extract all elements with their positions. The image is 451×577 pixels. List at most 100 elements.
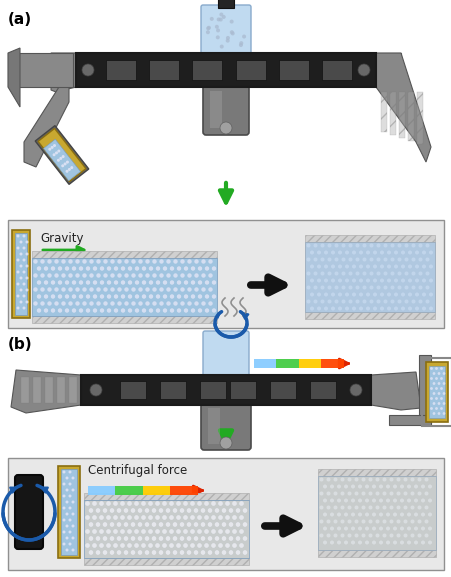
Circle shape — [193, 536, 198, 541]
Circle shape — [235, 550, 239, 554]
Circle shape — [110, 522, 114, 527]
Circle shape — [179, 536, 184, 541]
Circle shape — [382, 505, 386, 509]
Circle shape — [186, 550, 191, 554]
Circle shape — [429, 377, 432, 380]
Circle shape — [371, 541, 375, 545]
Circle shape — [166, 522, 170, 527]
Circle shape — [40, 273, 45, 278]
Circle shape — [124, 301, 129, 306]
Circle shape — [410, 257, 414, 261]
Circle shape — [396, 286, 400, 290]
Circle shape — [190, 267, 195, 271]
Circle shape — [228, 508, 233, 513]
Circle shape — [103, 301, 107, 306]
Circle shape — [194, 273, 198, 278]
Circle shape — [434, 367, 437, 370]
Circle shape — [124, 287, 129, 292]
Circle shape — [102, 550, 107, 554]
Circle shape — [194, 259, 198, 264]
Circle shape — [211, 529, 215, 534]
Circle shape — [410, 272, 414, 275]
Circle shape — [162, 515, 166, 520]
Circle shape — [204, 544, 208, 548]
Circle shape — [124, 550, 128, 554]
Circle shape — [23, 306, 25, 309]
Circle shape — [19, 301, 23, 304]
Circle shape — [347, 505, 351, 509]
Circle shape — [221, 536, 226, 541]
Circle shape — [102, 536, 107, 541]
Circle shape — [218, 501, 222, 505]
Circle shape — [134, 544, 138, 548]
Circle shape — [442, 402, 444, 405]
Circle shape — [65, 537, 69, 539]
Circle shape — [320, 243, 324, 248]
Circle shape — [368, 505, 372, 509]
Circle shape — [375, 519, 379, 523]
Circle shape — [207, 522, 212, 527]
Circle shape — [162, 280, 167, 284]
Circle shape — [162, 544, 166, 548]
Circle shape — [176, 544, 180, 548]
Circle shape — [215, 35, 219, 39]
Circle shape — [69, 470, 71, 474]
Circle shape — [207, 508, 212, 513]
Circle shape — [102, 522, 107, 527]
Bar — [8, 458, 443, 570]
Circle shape — [183, 544, 187, 548]
Circle shape — [120, 294, 125, 299]
Circle shape — [228, 508, 233, 513]
Circle shape — [23, 283, 25, 286]
Circle shape — [176, 501, 180, 505]
Circle shape — [382, 478, 386, 481]
Circle shape — [152, 273, 156, 278]
Circle shape — [322, 541, 326, 545]
Circle shape — [385, 512, 389, 516]
Circle shape — [400, 279, 404, 283]
Circle shape — [37, 267, 41, 271]
Circle shape — [322, 485, 326, 489]
Circle shape — [392, 485, 396, 489]
Circle shape — [396, 534, 400, 538]
Bar — [61, 469, 77, 555]
Circle shape — [396, 492, 400, 496]
Circle shape — [221, 550, 226, 554]
Circle shape — [138, 550, 142, 554]
Circle shape — [228, 536, 233, 541]
Circle shape — [309, 279, 313, 283]
Circle shape — [362, 243, 366, 248]
Circle shape — [330, 293, 334, 297]
Circle shape — [120, 501, 124, 505]
Circle shape — [361, 519, 365, 523]
Circle shape — [201, 301, 205, 306]
Circle shape — [406, 526, 410, 530]
Circle shape — [200, 536, 205, 541]
Circle shape — [429, 397, 432, 400]
Circle shape — [179, 550, 184, 554]
Circle shape — [368, 243, 373, 248]
Circle shape — [348, 299, 352, 304]
Circle shape — [110, 259, 115, 264]
Bar — [69, 377, 77, 403]
Circle shape — [75, 273, 79, 278]
Circle shape — [193, 522, 198, 527]
Circle shape — [190, 501, 194, 505]
Circle shape — [406, 541, 410, 545]
Circle shape — [428, 264, 432, 268]
Circle shape — [354, 519, 358, 523]
Circle shape — [348, 243, 352, 248]
Bar — [276, 359, 299, 368]
Circle shape — [420, 512, 424, 516]
Circle shape — [86, 267, 90, 271]
Circle shape — [420, 485, 424, 489]
Circle shape — [100, 267, 104, 271]
Circle shape — [124, 550, 128, 554]
Circle shape — [144, 550, 149, 554]
Circle shape — [156, 280, 160, 284]
Circle shape — [242, 508, 247, 513]
Bar — [304, 242, 434, 312]
Circle shape — [211, 501, 215, 505]
Circle shape — [58, 267, 62, 271]
Circle shape — [51, 294, 55, 299]
